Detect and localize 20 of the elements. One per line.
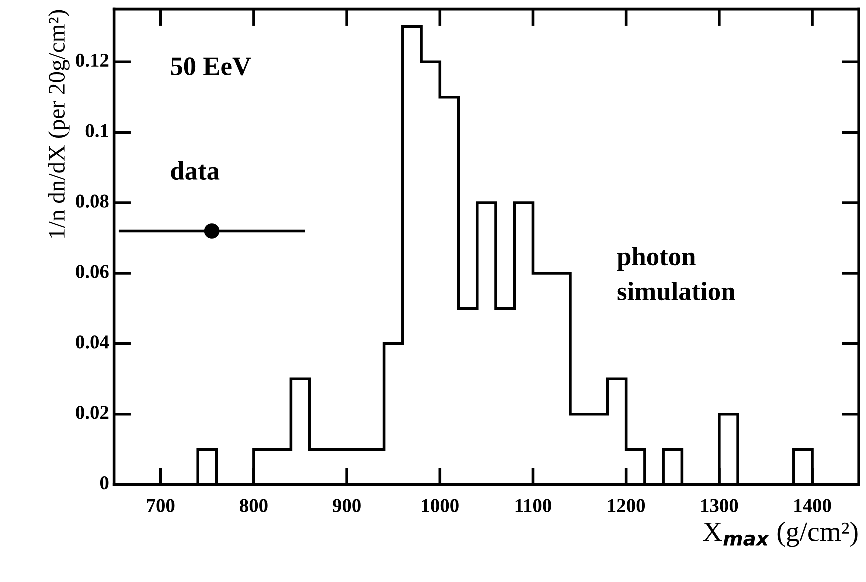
- x-tick-label: 1100: [516, 499, 552, 512]
- y-tick-label: 0.08: [76, 194, 109, 208]
- y-tick-label: 0.06: [76, 265, 109, 278]
- y-tick-label: 0.1: [86, 124, 108, 138]
- x-tick-label: 900: [333, 499, 361, 512]
- x-tick-label: 1300: [702, 499, 738, 512]
- y-tick-label: 0: [100, 476, 109, 490]
- x-tick-label: 1400: [794, 499, 832, 512]
- x-tick-label: 1200: [608, 499, 646, 512]
- x-tick-label: 700: [147, 499, 175, 512]
- annotation: data: [171, 161, 220, 180]
- y-tick-label: 0.04: [76, 336, 110, 349]
- y-axis-title: 1/n dn/dX (per 20g/cm²): [48, 10, 70, 238]
- annotation: 50 EeV: [171, 58, 252, 76]
- annotation: photon simulation: [617, 247, 736, 301]
- x-axis-title: X$_{max}$ (g/cm²): [703, 522, 858, 548]
- x-tick-label: 800: [240, 499, 268, 512]
- x-tick-label: 1000: [422, 499, 459, 512]
- y-tick-label: 0.02: [76, 406, 109, 420]
- y-tick-label: 0.12: [76, 54, 109, 68]
